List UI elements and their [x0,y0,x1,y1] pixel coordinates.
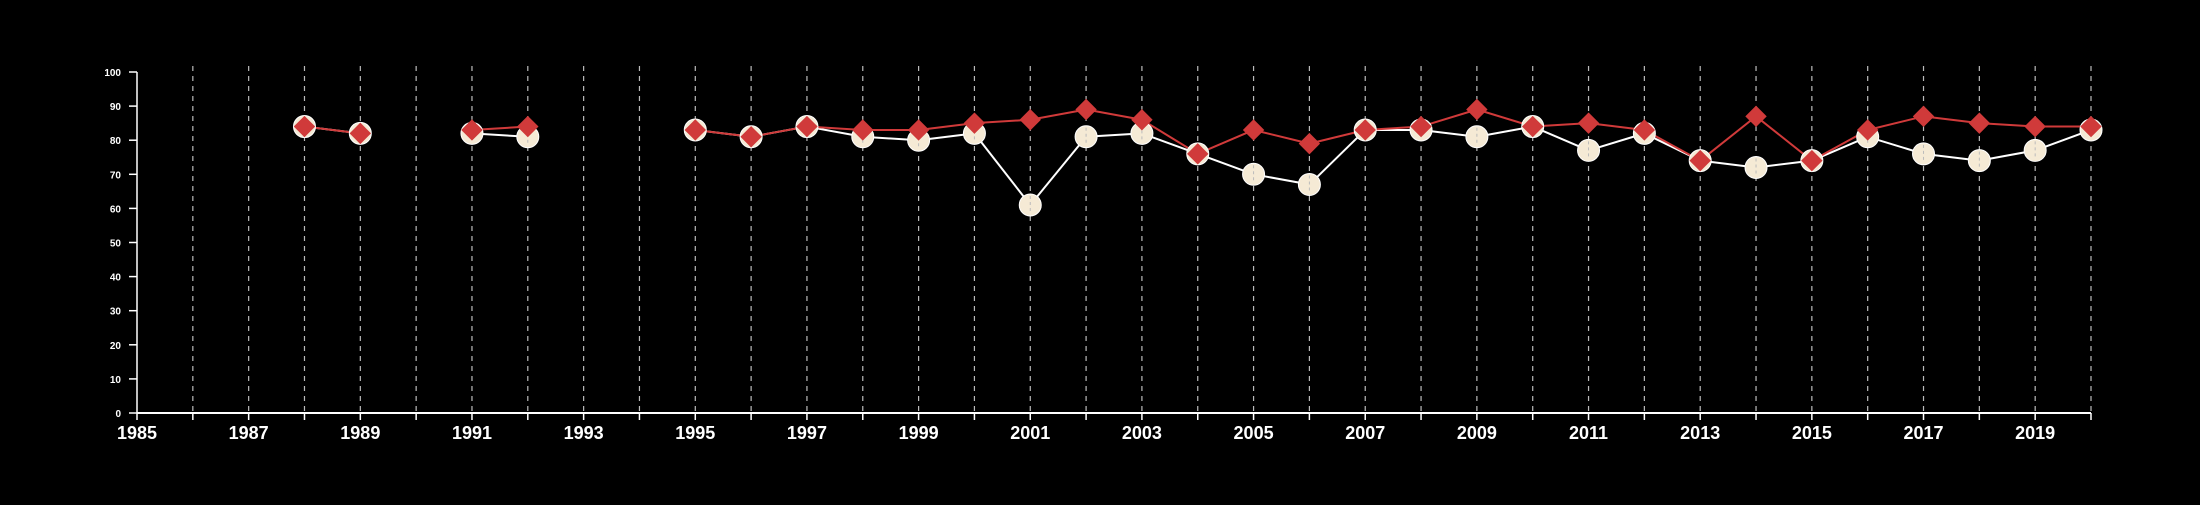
diamond-point [907,119,930,141]
x-tick-label: 2017 [1903,423,1943,443]
x-tick-label: 1987 [229,423,269,443]
diamond-point [1131,109,1153,131]
diamond-point [1298,132,1321,155]
x-tick-label: 2019 [2015,423,2055,443]
series-2-segment [1253,128,1310,145]
series-1-segment [1029,136,1087,206]
diamond-point [1577,112,1600,134]
x-tick-label: 1985 [117,423,157,443]
x-tick-label: 2013 [1680,423,1720,443]
diamond-point [1410,115,1432,138]
x-tick-label: 2009 [1457,423,1497,443]
series-2-segment [1755,115,1813,162]
diamond-point [461,119,483,141]
diamond-point [852,119,874,141]
diamond-point [1466,98,1488,121]
diamond-point [1633,119,1656,141]
y-tick-label: 20 [110,341,122,352]
x-tick-label: 1999 [899,423,939,443]
x-tick-label: 2015 [1792,423,1832,443]
x-tick-label: 1995 [675,423,715,443]
diamond-point [1689,149,1711,172]
diamond-point [1354,119,1376,141]
diamond-point [2080,115,2102,138]
diamond-point [796,115,818,138]
x-tick-label: 1989 [340,423,380,443]
y-tick-label: 10 [110,375,122,386]
y-tick-label: 40 [110,273,122,284]
diamond-point [2024,115,2046,138]
x-tick-label: 1991 [452,423,492,443]
diamond-point [1019,109,1041,131]
series-markers [292,98,2103,217]
y-tick-label: 100 [104,68,121,79]
series-2-segment [1867,115,1924,131]
diamond-point [1801,149,1823,172]
diamond-point [1968,112,1991,134]
y-tick-label: 60 [110,204,122,215]
y-tick-label: 80 [110,136,122,147]
diamond-point [1856,119,1879,141]
y-tick-label: 30 [110,307,122,318]
y-tick-label: 50 [110,239,122,250]
axes: 0 10 20 30 40 50 60 70 80 90 100 1985 1987 1989 1991 19… [104,68,2092,443]
diamond-point [684,119,706,141]
diamond-point [1912,105,1935,128]
diamond-point [293,115,316,138]
diamond-point [517,115,539,138]
y-tick-label: 0 [115,409,121,420]
series-2-segment [1699,115,1757,162]
diamond-point [1745,105,1767,128]
diamond-point [349,122,372,145]
y-tick-label: 70 [110,170,122,181]
x-tick-label: 2005 [1234,423,1274,443]
diamond-point [1187,143,1209,165]
x-tick-label: 2007 [1345,423,1385,443]
x-tick-label: 2011 [1569,423,1608,443]
x-tick-label: 1993 [564,423,604,443]
y-tick-label: 90 [110,102,122,113]
diamond-point [1522,115,1544,138]
series-2-segment [1085,108,1143,121]
diamond-point [1075,98,1097,121]
x-tick-label: 2003 [1122,423,1162,443]
series-1-segment [973,132,1032,206]
diamond-point [1242,119,1265,141]
series-1-segment [1308,129,1366,186]
x-tick-label: 2001 [1010,423,1050,443]
series-2-segment [1030,108,1087,121]
diamond-point [963,112,986,134]
x-tick-label: 1997 [787,423,827,443]
gridlines [192,66,2092,413]
diamond-point [740,126,762,148]
